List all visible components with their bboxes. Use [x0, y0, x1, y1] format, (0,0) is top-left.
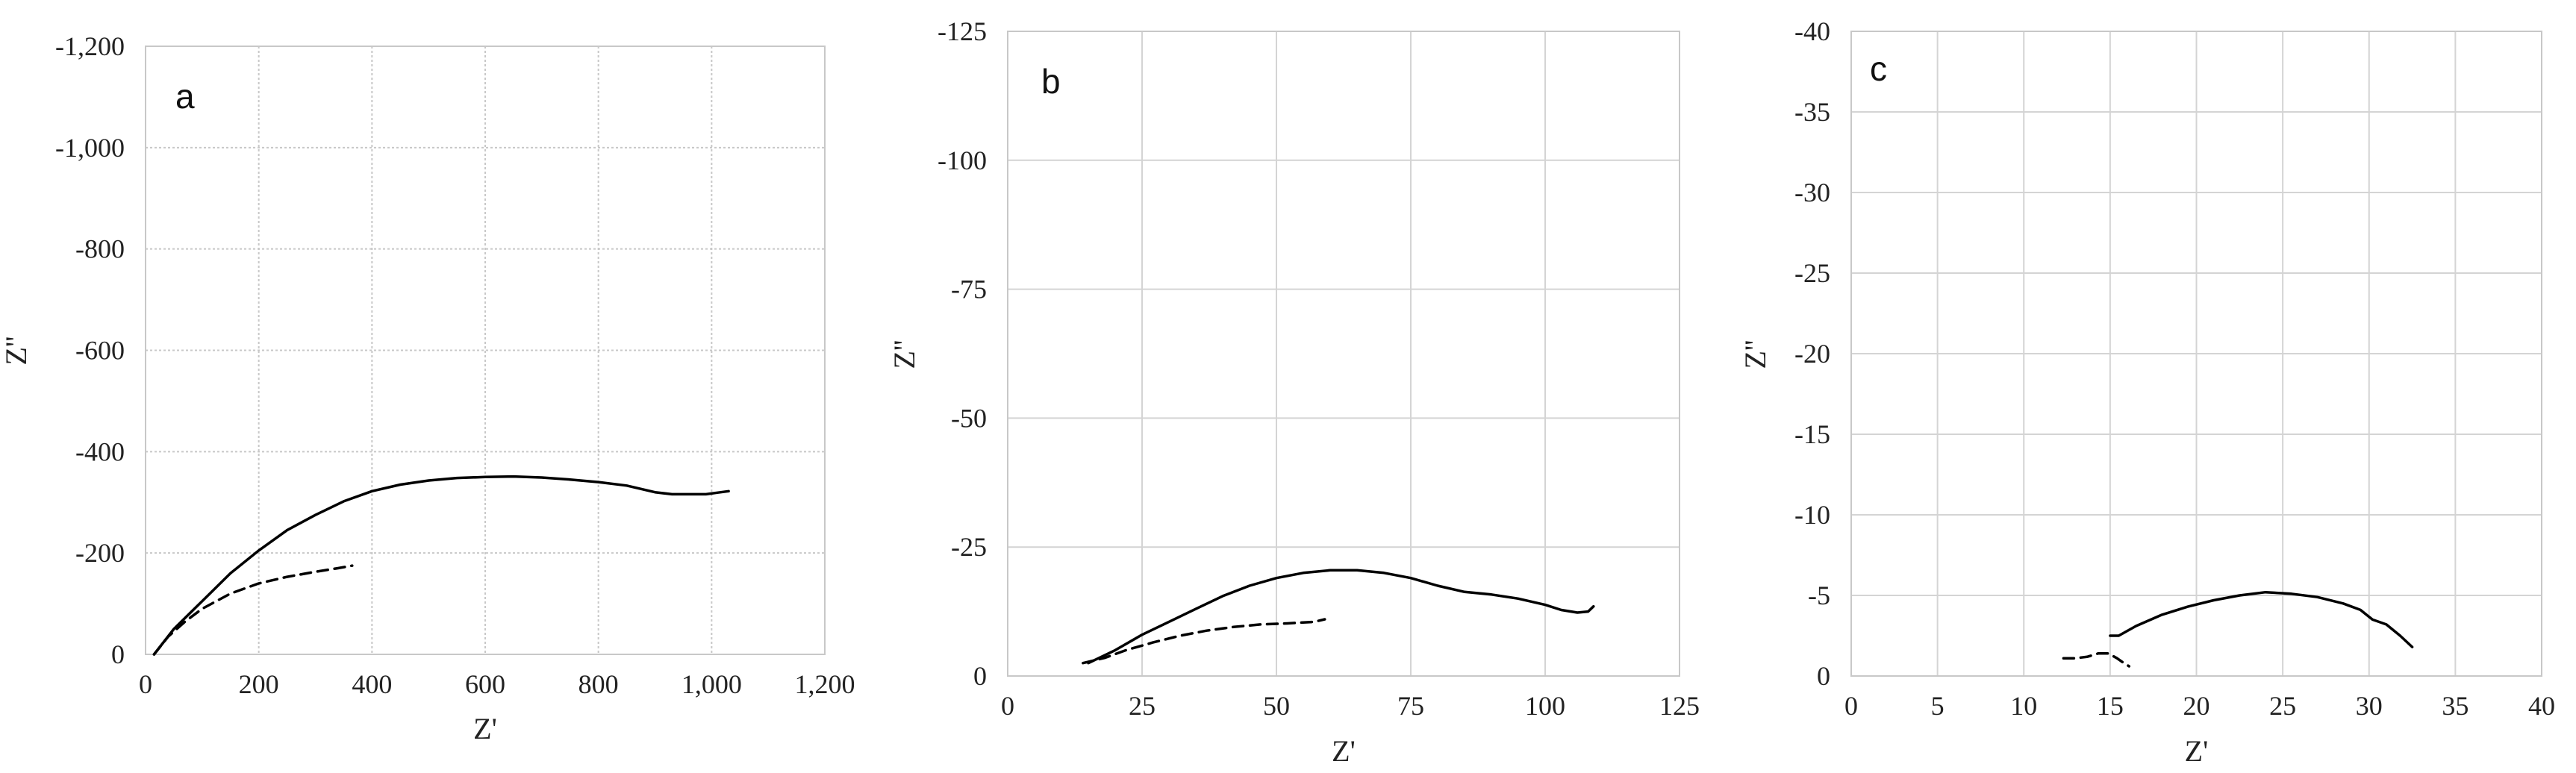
panel-a-grid	[145, 46, 826, 655]
panel-a-y-tick-label: -400	[75, 436, 125, 466]
panel-a-x-axis-title: Z'	[473, 712, 497, 745]
panel-c-label: c	[1870, 49, 1887, 88]
panel-c-x-tick-label: 5	[1931, 691, 1945, 721]
panel-a-x-tick-label: 400	[352, 669, 392, 699]
panel-b: 0 25 50 75 100 125 0 -25 -50 -75 -100 -125 b Z' Z'…	[888, 16, 1700, 768]
panel-b-x-tick-label: 25	[1129, 691, 1156, 721]
panel-b-x-ticks: 0 25 50 75 100 125	[1001, 691, 1700, 721]
panel-c-x-tick-label: 40	[2528, 691, 2555, 721]
panel-a-series-dashed-line	[152, 564, 354, 656]
panel-b-label: b	[1041, 62, 1061, 101]
panel-b-y-axis-title: Z''	[888, 340, 921, 369]
panel-c-x-tick-label: 20	[2183, 691, 2210, 721]
panel-b-x-tick-label: 50	[1263, 691, 1290, 721]
panel-a-y-tick-label: -1,000	[55, 133, 125, 163]
panel-a-x-tick-label: 800	[578, 669, 619, 699]
panel-a-y-tick-label: 0	[111, 639, 125, 669]
panel-c-x-axis-title: Z'	[2185, 734, 2209, 768]
panel-b-plot-border	[1007, 31, 1680, 677]
panel-c-y-tick-label: -40	[1794, 16, 1830, 46]
panel-c-grid	[1850, 31, 2542, 677]
panel-c-y-ticks: 0 -5 -10 -15 -20 -25 -30 -35 -40	[1794, 16, 1830, 691]
panel-a-series-solid-line	[152, 475, 730, 656]
panel-c-y-axis-title: Z''	[1738, 340, 1772, 369]
panel-b-x-axis-title: Z'	[1332, 734, 1356, 768]
panel-c-y-tick-label: -10	[1794, 500, 1830, 530]
panel-a-plot-border	[145, 46, 826, 655]
panel-c-x-tick-label: 30	[2356, 691, 2383, 721]
panel-c-x-tick-label: 25	[2269, 691, 2296, 721]
panel-c-x-tick-label: 35	[2442, 691, 2469, 721]
panel-a-x-tick-label: 200	[239, 669, 279, 699]
panel-c-x-tick-label: 10	[2010, 691, 2037, 721]
panel-a-y-tick-label: -200	[75, 538, 125, 568]
panel-b-grid	[1007, 31, 1680, 677]
panel-b-x-tick-label: 75	[1397, 691, 1424, 721]
panel-c-y-tick-label: -20	[1794, 339, 1830, 369]
panel-b-series-dashed-line	[1082, 618, 1326, 665]
panel-b-y-ticks: 0 -25 -50 -75 -100 -125	[938, 16, 987, 691]
panel-b-y-tick-label: -25	[951, 532, 987, 562]
panel-c-y-tick-label: 0	[1817, 661, 1830, 691]
panel-b-y-tick-label: -125	[938, 16, 987, 46]
panel-c-y-tick-label: -15	[1794, 419, 1830, 449]
panel-a-label: a	[175, 77, 195, 116]
panel-a-y-tick-label: -1,200	[55, 31, 125, 61]
panel-c-x-ticks: 0 5 10 15 20 25 30 35 40	[1844, 691, 2555, 721]
panel-a-x-tick-label: 0	[139, 669, 152, 699]
panel-b-x-tick-label: 125	[1659, 691, 1700, 721]
panel-a: 0 200 400 600 800 1,000 1,200 0 -200 -400 -600 -80…	[0, 31, 855, 745]
panel-c-x-tick-label: 0	[1844, 691, 1858, 721]
panel-c-y-tick-label: -35	[1794, 97, 1830, 127]
panel-c-series-dashed-line	[2062, 652, 2131, 668]
panel-b-y-tick-label: 0	[973, 661, 987, 691]
panel-a-y-tick-label: -600	[75, 336, 125, 366]
panel-a-y-axis-title: Z''	[0, 337, 33, 366]
panel-c-y-tick-label: -25	[1794, 258, 1830, 288]
panel-b-x-tick-label: 100	[1525, 691, 1565, 721]
panel-b-y-tick-label: -100	[938, 145, 987, 175]
panel-b-y-tick-label: -50	[951, 403, 987, 433]
panel-a-x-tick-label: 1,200	[795, 669, 855, 699]
panel-c-x-tick-label: 15	[2097, 691, 2124, 721]
panel-c-series	[2062, 590, 2414, 668]
panel-c-plot-border	[1850, 31, 2542, 677]
panel-c: 0 5 10 15 20 25 30 35 40 0 -5 -10 -15 -20 -25 -30 -35 -4…	[1738, 16, 2555, 768]
panel-a-x-tick-label: 1,000	[682, 669, 742, 699]
panel-c-y-tick-label: -5	[1808, 580, 1830, 610]
panel-a-y-tick-label: -800	[75, 234, 125, 264]
panel-b-y-tick-label: -75	[951, 275, 987, 304]
panel-b-x-tick-label: 0	[1001, 691, 1014, 721]
panel-a-x-tick-label: 600	[465, 669, 505, 699]
panel-b-series-solid-line	[1087, 569, 1595, 665]
panel-b-series	[1082, 569, 1595, 665]
panel-a-x-ticks: 0 200 400 600 800 1,000 1,200	[139, 669, 855, 699]
panel-a-series	[152, 475, 730, 656]
panel-a-y-ticks: 0 -200 -400 -600 -800 -1,000 -1,200	[55, 31, 125, 669]
panel-c-y-tick-label: -30	[1794, 178, 1830, 207]
panel-c-series-solid-line	[2109, 590, 2414, 648]
